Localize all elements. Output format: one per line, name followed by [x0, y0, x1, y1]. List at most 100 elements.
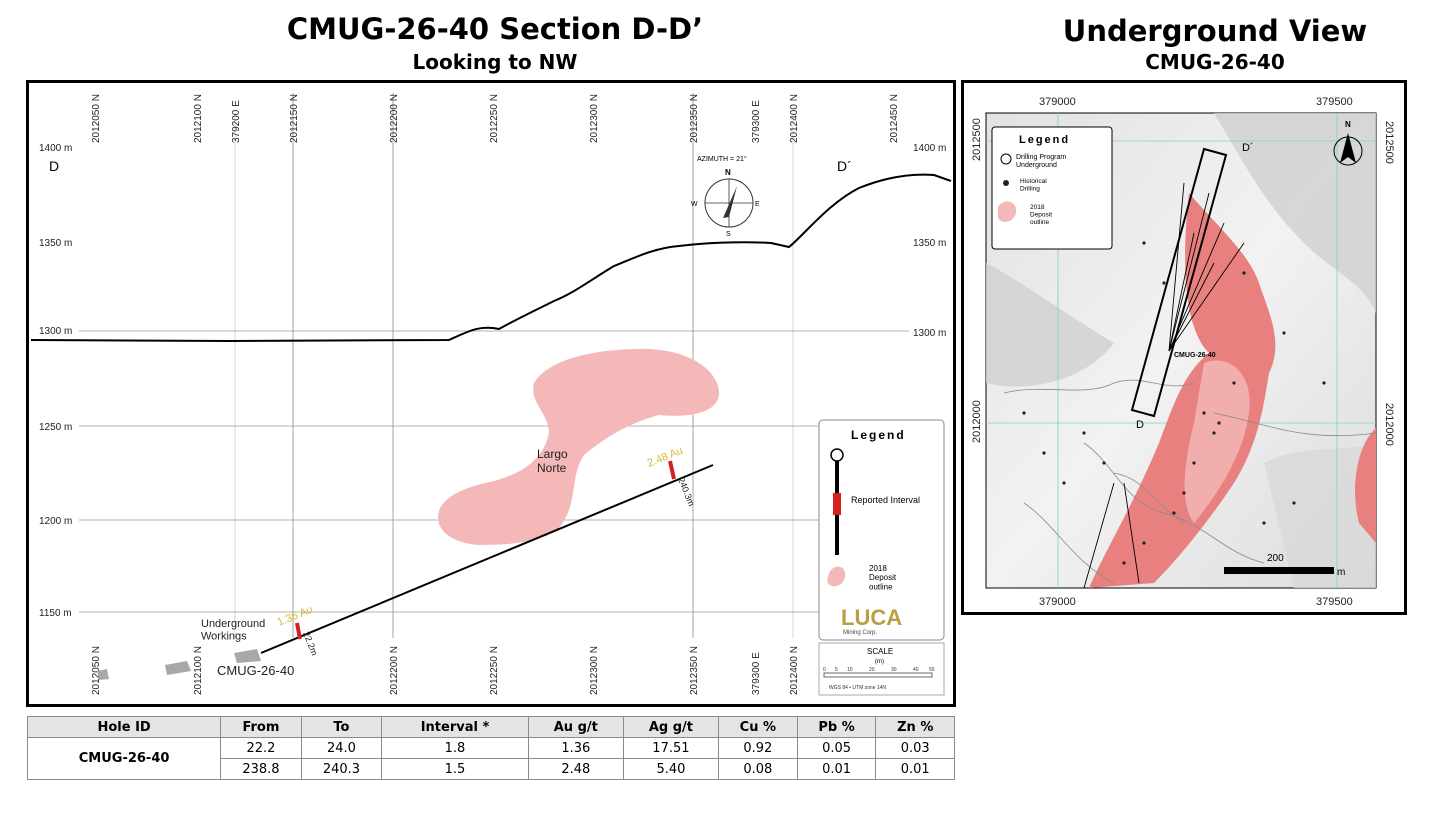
- compass-rose-icon: [704, 178, 754, 228]
- intercept-1-grade: 1.36 Au: [276, 604, 315, 629]
- deposit-symbol-icon: [827, 566, 846, 587]
- underground-view-panel: D´ D CMUG-26-40 Legend Drilling Program U…: [961, 80, 1407, 615]
- scale-bar: [823, 672, 933, 678]
- luca-logo-sub: Mining Corp.: [843, 630, 877, 636]
- intercept-2-grade: 2.48 Au: [646, 445, 685, 470]
- elev-label-left: 1150 m: [39, 608, 72, 619]
- intercept-1-depth: 22.2m: [301, 630, 320, 657]
- legend-reported-interval: Reported Interval: [851, 495, 920, 505]
- table-cell: 240.3: [300, 758, 383, 780]
- map-label-d: D: [1136, 419, 1144, 431]
- coord-bottom: 379000: [1039, 596, 1076, 608]
- col-header-pb: Pb %: [796, 716, 877, 738]
- text-line: Underground: [1016, 162, 1057, 169]
- text-line: Deposit: [869, 573, 897, 582]
- compass-e: E: [755, 201, 760, 208]
- coord-right: 2012000: [1383, 403, 1395, 446]
- map-scale-bar: [1224, 567, 1334, 574]
- table-cell: 2.48: [527, 758, 624, 780]
- table-row: 238.8 240.3 1.5 2.48 5.40 0.08 0.01 0.01: [28, 758, 955, 780]
- col-header-interval: Interval *: [381, 716, 529, 738]
- coord-top: 379500: [1316, 96, 1353, 108]
- map-legend-historical: Historical Drilling: [1020, 178, 1047, 193]
- text-line: Norte: [537, 461, 567, 475]
- north-arrow-icon: [1333, 133, 1363, 166]
- text-line: Drilling: [1020, 186, 1040, 193]
- collar-symbol-icon: [830, 448, 844, 462]
- cross-section-panel: 1400 m 1350 m 1300 m 1250 m 1200 m 1150 …: [26, 80, 956, 707]
- scale-tick: 20: [869, 667, 875, 673]
- assay-results-table: Hole ID From To Interval * Au g/t Ag g/t…: [26, 716, 955, 780]
- elev-label-left: 1300 m: [39, 326, 72, 337]
- map-scale-unit: m: [1337, 567, 1345, 578]
- scale-tick: 40: [913, 667, 919, 673]
- section-legend: Legend Reported Interval 2018 Deposit outl…: [818, 419, 945, 641]
- top-tick-label: 379200 E: [231, 100, 242, 143]
- map-deposit-inner: [1184, 360, 1250, 523]
- historical-drill-holes: [1022, 241, 1326, 565]
- scale-unit: (m): [875, 659, 884, 665]
- text-line: outline: [1030, 219, 1050, 226]
- table-cell: 0.05: [796, 737, 877, 759]
- table-cell: 0.08: [718, 758, 798, 780]
- bottom-tick-label: 379300 E: [751, 652, 762, 695]
- text-line: outline: [869, 582, 893, 591]
- coord-right: 2012500: [1383, 121, 1395, 164]
- table-cell: 1.8: [381, 737, 529, 759]
- compass-w: W: [691, 201, 698, 208]
- scale-tick: 0: [823, 667, 826, 673]
- scale-tick: 10: [847, 667, 853, 673]
- table-cell: 17.51: [622, 737, 720, 759]
- bottom-tick-label: 2012250 N: [489, 646, 500, 695]
- bottom-tick-label: 2012100 N: [193, 646, 204, 695]
- col-header-cu: Cu %: [718, 716, 798, 738]
- intercept-2-depth: 240.3m: [676, 476, 697, 508]
- map-deposit-legend-icon: [998, 201, 1017, 222]
- scale-title: SCALE: [867, 647, 893, 656]
- drilling-program-icon: [1000, 153, 1012, 165]
- cross-section-svg: 1400 m 1350 m 1300 m 1250 m 1200 m 1150 …: [30, 93, 952, 696]
- section-title: CMUG-26-40 Section D-D’: [286, 12, 704, 46]
- col-header-zn: Zn %: [875, 716, 955, 738]
- underground-workings-shapes: [97, 649, 261, 680]
- scale-datum: WGS 84 • UTM zone 14N: [829, 685, 886, 691]
- azimuth-label: AZIMUTH = 21°: [697, 155, 747, 163]
- scale-tick: 5: [835, 667, 838, 673]
- drill-fan-traces: [1083, 182, 1245, 589]
- col-header-to: To: [300, 716, 383, 738]
- table-cell: 5.40: [622, 758, 720, 780]
- underground-workings-label: Underground Workings: [201, 618, 265, 643]
- section-scale-box: SCALE (m) 0 5 10 20 30 40 50 WGS 84 • UT…: [818, 642, 945, 696]
- map-legend-title: Legend: [1019, 134, 1070, 146]
- coord-top: 379000: [1039, 96, 1076, 108]
- elev-label-right: 1300 m: [913, 328, 946, 339]
- elev-label-left: 1350 m: [39, 238, 72, 249]
- top-tick-label: 2012050 N: [91, 94, 102, 143]
- map-scale-value: 200: [1267, 553, 1284, 564]
- interval-symbol-icon: [833, 493, 841, 515]
- compass-s: S: [726, 231, 731, 238]
- top-tick-label: 2012100 N: [193, 94, 204, 143]
- text-line: Workings: [201, 631, 247, 643]
- north-label: N: [1345, 120, 1351, 129]
- underground-view-subtitle: CMUG-26-40: [1145, 50, 1285, 74]
- map-deposit-east: [1355, 428, 1376, 543]
- table-cell: 238.8: [220, 758, 302, 780]
- drill-hole-label: CMUG-26-40: [217, 663, 294, 678]
- table-cell: 1.36: [527, 737, 624, 759]
- elev-label-left: 1200 m: [39, 516, 72, 527]
- map-hole-label: CMUG-26-40: [1174, 352, 1216, 359]
- reported-interval-2: [668, 460, 676, 480]
- coord-bottom: 379500: [1316, 596, 1353, 608]
- col-header-hole-id: Hole ID: [26, 716, 222, 738]
- map-legend-drilling: Drilling Program Underground: [1016, 154, 1066, 169]
- col-header-au: Au g/t: [527, 716, 624, 738]
- bottom-tick-label: 2012050 N: [91, 646, 102, 695]
- table-cell: 0.01: [875, 758, 955, 780]
- hole-id-cell: CMUG-26-40: [26, 737, 222, 780]
- map-deposit-outline: [1089, 193, 1276, 588]
- top-tick-label: 2012400 N: [789, 94, 800, 143]
- table-cell: 0.92: [718, 737, 798, 759]
- reported-interval-1: [295, 622, 302, 640]
- bottom-tick-label: 2012350 N: [689, 646, 700, 695]
